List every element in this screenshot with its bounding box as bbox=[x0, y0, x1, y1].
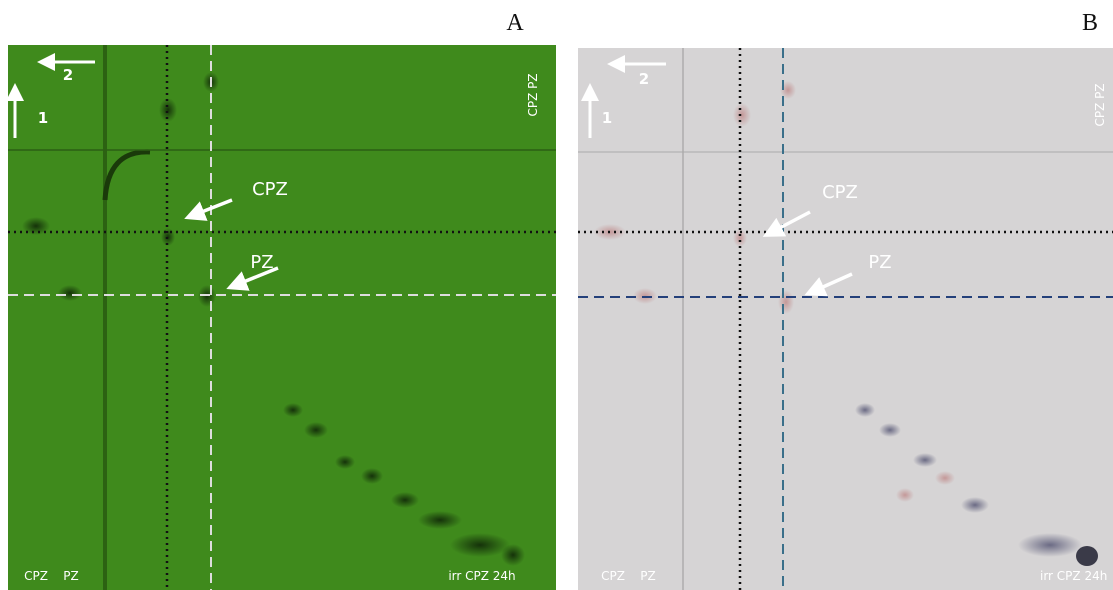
sample-label: irr CPZ 24h bbox=[1040, 569, 1107, 583]
callout: PZ bbox=[250, 252, 273, 273]
direction-label: 1 bbox=[602, 109, 612, 127]
direction-label: 1 bbox=[38, 109, 48, 127]
callout: CPZ bbox=[252, 179, 288, 200]
panel-label: B bbox=[1082, 10, 1098, 36]
panel-b: B 2 1 CPZ PZ CPZ PZ CPZ PZ irr CPZ 24h bbox=[578, 10, 1113, 590]
standards-label: CPZ PZ bbox=[1093, 83, 1107, 126]
callout: CPZ bbox=[822, 182, 858, 203]
lane-label: PZ bbox=[63, 569, 78, 583]
spots bbox=[594, 81, 1098, 566]
direction-label: 2 bbox=[639, 70, 649, 88]
panel-a: A 2 1 CPZ PZ CPZ PZ CPZ PZ irr CPZ 24h bbox=[6, 10, 556, 590]
direction-label: 2 bbox=[63, 66, 73, 84]
lane-label: CPZ bbox=[601, 569, 625, 583]
panel-label: A bbox=[506, 10, 524, 36]
plate-photo bbox=[578, 48, 1113, 590]
sample-label: irr CPZ 24h bbox=[448, 569, 515, 583]
plate-photo bbox=[8, 45, 556, 590]
callout: PZ bbox=[868, 252, 891, 273]
lane-label: PZ bbox=[640, 569, 655, 583]
lane-label: CPZ bbox=[24, 569, 48, 583]
standards-label: CPZ PZ bbox=[526, 73, 540, 116]
